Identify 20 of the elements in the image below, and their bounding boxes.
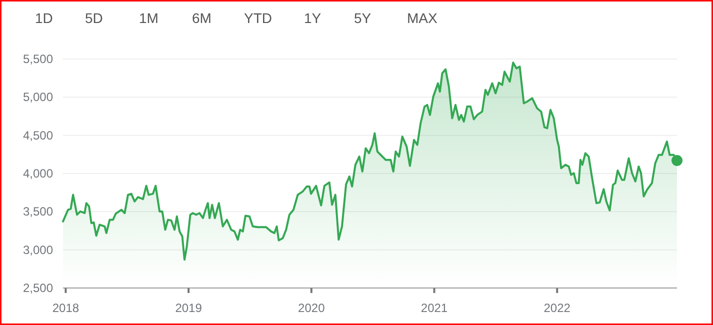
text: 6M: [192, 10, 212, 26]
x-tick-label: 2019: [175, 301, 202, 315]
text: 1M: [139, 10, 158, 26]
text: 1D: [35, 10, 53, 26]
y-tick-label: 3,000: [22, 242, 54, 257]
x-tick-label: 2021: [420, 301, 448, 315]
y-tick-label: 4,000: [22, 166, 54, 180]
y-tick-label: 2,500: [22, 281, 54, 295]
text: YTD: [244, 10, 272, 26]
text: 5Y: [354, 10, 372, 26]
x-tick-label: 2022: [544, 301, 571, 315]
x-tick-label: 2020: [298, 301, 326, 315]
text: MAX: [407, 10, 438, 26]
y-tick-label: 4,500: [22, 128, 54, 142]
text: 5D: [85, 10, 103, 26]
x-tick-label: 2018: [52, 301, 80, 315]
y-tick-label: 5,500: [22, 52, 54, 66]
y-tick-label: 5,000: [22, 90, 54, 104]
y-tick-label: 3,500: [22, 204, 54, 219]
text: 1Y: [304, 10, 322, 26]
